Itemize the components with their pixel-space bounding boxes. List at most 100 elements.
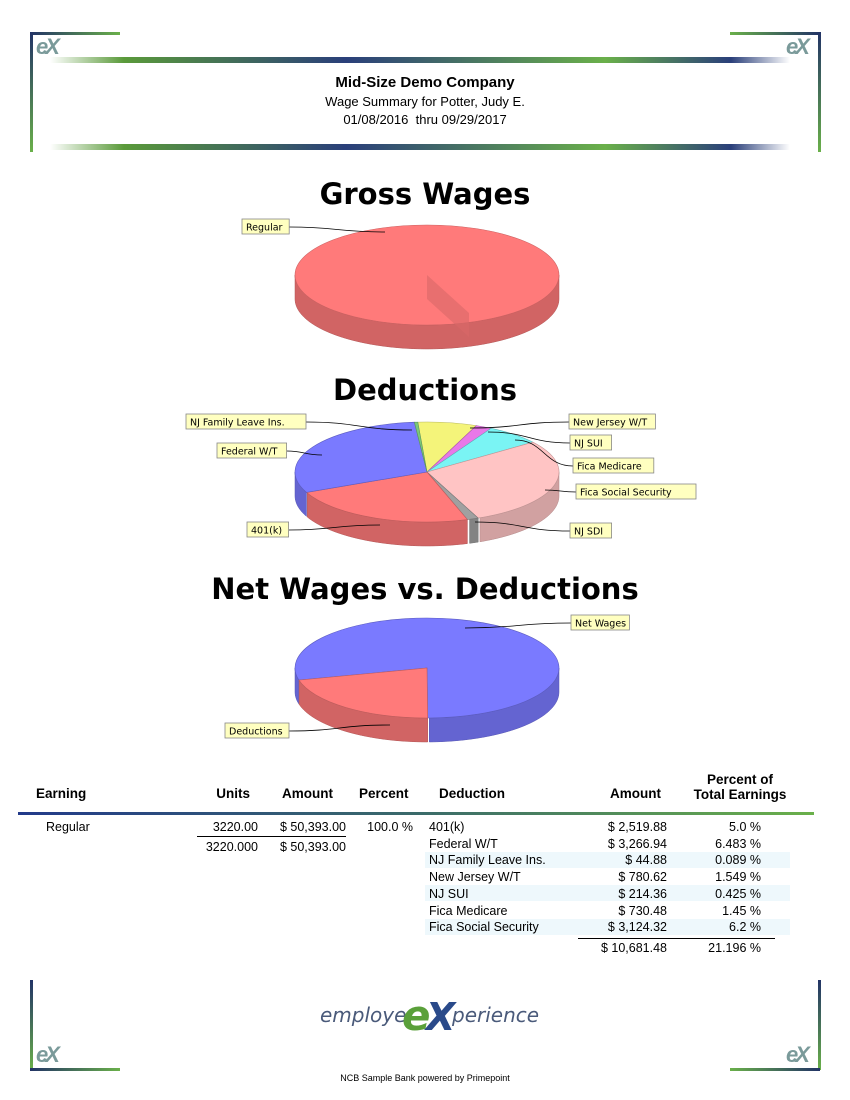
slice-label: Fica Social Security [580, 488, 672, 499]
frame-line [818, 32, 821, 152]
label-leader-line [469, 421, 570, 429]
col-pct-total-line2: Total Earnings [693, 787, 787, 802]
report-subtitle: Wage Summary for Potter, Judy E. [325, 94, 525, 109]
deductions-total-amount: $ 10,681.48 [600, 941, 667, 955]
deduction-percent: 1.45 % [722, 903, 761, 918]
ex-logo-icon: eX [786, 34, 810, 59]
col-ded-amount: Amount [610, 786, 661, 801]
company-name: Mid-Size Demo Company [335, 74, 515, 91]
label-leader-line [288, 524, 381, 531]
pie-slice [305, 471, 468, 523]
deduction-name: 401(k) [429, 820, 465, 834]
table-row-stripe [425, 851, 790, 868]
deduction-name: NJ Family Leave Ins. [429, 853, 546, 868]
slice-label: New Jersey W/T [573, 418, 647, 429]
svg-text:perience: perience [451, 1003, 539, 1027]
slice-label: NJ Family Leave Ins. [190, 418, 285, 429]
table-row-stripe [425, 918, 790, 935]
label-box [216, 442, 287, 459]
deduction-amount: $ 730.48 [618, 903, 667, 918]
earning-amount: $ 50,393.00 [279, 820, 346, 834]
deduction-name: NJ SUI [429, 886, 469, 901]
slice-label: Federal W/T [221, 447, 278, 458]
deduction-amount: $ 44.88 [625, 853, 667, 868]
ex-logo-icon: eX [786, 1042, 810, 1067]
pie-slice [413, 421, 428, 473]
frame-line [30, 32, 33, 152]
label-leader-line [487, 431, 571, 444]
earning-name: Regular [46, 820, 90, 834]
label-leader-line [305, 421, 413, 431]
col-earning: Earning [36, 786, 87, 801]
deduction-name: Federal W/T [429, 836, 498, 851]
deductions-total-percent: 21.196 % [708, 941, 761, 955]
label-leader-line [464, 622, 572, 629]
pie-seam [427, 275, 469, 337]
frame-line [818, 980, 821, 1070]
frame-line [730, 1068, 820, 1071]
label-box [241, 218, 290, 235]
deductions-title: Deductions [333, 373, 517, 407]
label-leader-line [544, 489, 577, 493]
label-box [246, 521, 289, 538]
slice-label: NJ SDI [574, 527, 603, 538]
label-leader-line [514, 439, 574, 467]
col-amount: Amount [282, 786, 333, 801]
label-leader-line [474, 521, 571, 532]
ex-logo-icon: eX [36, 1042, 60, 1067]
ex-logo-icon: eX [36, 34, 60, 59]
svg-text:employe: employe [320, 1003, 406, 1027]
pie-charts: Regular New Jersey W/T NJ SUI Fica Medicare… [185, 218, 697, 743]
pie-slice [298, 667, 429, 719]
earnings-total-units: 3220.000 [205, 840, 258, 854]
header-divider [50, 57, 790, 63]
label-box [224, 722, 290, 739]
label-box [569, 434, 612, 451]
slice-label: 401(k) [251, 526, 282, 537]
label-box [575, 483, 697, 500]
col-percent: Percent [359, 786, 409, 801]
deduction-percent: 6.2 % [729, 920, 761, 935]
powered-by-footer: NCB Sample Bank powered by Primepoint [340, 1073, 510, 1083]
slice-label: Fica Medicare [577, 462, 642, 473]
earnings-total-rule [197, 836, 346, 837]
col-deduction: Deduction [439, 786, 505, 801]
label-leader-line [286, 450, 323, 456]
earning-percent: 100.0 % [367, 820, 413, 834]
deduction-percent: 6.483 % [715, 836, 761, 851]
frame-line [30, 32, 120, 35]
date-range: 01/08/2016 thru 09/29/2017 [343, 112, 507, 127]
deduction-amount: $ 2,519.88 [607, 820, 667, 834]
net-vs-deductions-title: Net Wages vs. Deductions [211, 572, 639, 606]
employee-experience-logo: employe e X perience [320, 990, 560, 1040]
label-box [572, 457, 655, 474]
deduction-percent: 5.0 % [729, 820, 761, 834]
deduction-name: New Jersey W/T [429, 870, 521, 885]
earnings-total-amount: $ 50,393.00 [279, 840, 346, 854]
col-pct-total: Percent of Total Earnings [690, 772, 790, 802]
deduction-amount: $ 214.36 [618, 886, 667, 901]
slice-label: NJ SUI [574, 439, 603, 450]
deduction-amount: $ 3,124.32 [607, 920, 667, 935]
table-header-rule [18, 812, 814, 815]
col-units: Units [216, 786, 250, 801]
col-pct-total-line1: Percent of [706, 772, 774, 787]
pie-slice [426, 441, 560, 519]
svg-text:e: e [402, 991, 431, 1040]
label-box [568, 413, 656, 430]
deduction-amount: $ 3,266.94 [607, 836, 667, 851]
gross-wages-title: Gross Wages [319, 177, 531, 211]
label-leader-line [289, 226, 386, 233]
slice-label: Net Wages [575, 619, 626, 630]
label-box [185, 413, 307, 430]
slice-label: Regular [246, 223, 283, 234]
deduction-percent: 0.089 % [715, 853, 761, 868]
slice-label: Deductions [229, 727, 283, 738]
deduction-percent: 1.549 % [715, 870, 761, 885]
label-leader-line [288, 724, 391, 732]
deduction-name: Fica Social Security [429, 920, 539, 935]
label-box [570, 614, 630, 631]
table-row-stripe [425, 885, 790, 902]
deduction-percent: 0.425 % [715, 886, 761, 901]
